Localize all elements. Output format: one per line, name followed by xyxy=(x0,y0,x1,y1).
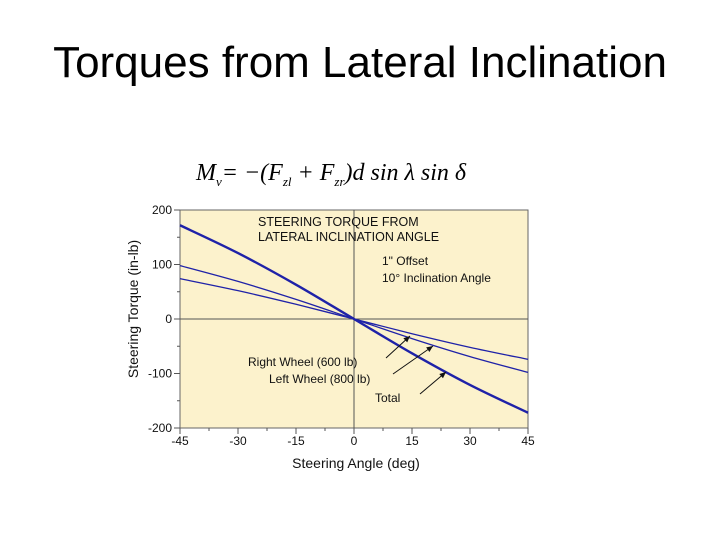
slide-title: Torques from Lateral Inclination xyxy=(53,38,667,87)
formula-lhs-sub: ν xyxy=(216,173,222,189)
x-tick-label: 15 xyxy=(405,434,419,448)
formula-f2-sub: zr xyxy=(334,173,345,189)
label-arrows xyxy=(385,335,447,395)
arrow-left-wheel-head xyxy=(426,346,433,353)
x-tick-label: -45 xyxy=(171,434,189,448)
y-tick-label: -200 xyxy=(148,421,172,435)
formula-lhs: M xyxy=(196,160,216,186)
annotation-inclination: 10° Inclination Angle xyxy=(382,271,491,285)
chart-title-line-2: LATERAL INCLINATION ANGLE xyxy=(258,230,439,244)
series-line-total xyxy=(179,224,529,414)
y-tick-label: 100 xyxy=(152,258,172,272)
x-tick-label: -30 xyxy=(229,434,247,448)
series-group xyxy=(179,224,529,414)
y-tick-label: 200 xyxy=(152,203,172,217)
series-label-total: Total xyxy=(375,391,400,405)
series-label-right-wheel: Right Wheel (600 lb) xyxy=(248,355,357,369)
x-tick-label: 0 xyxy=(351,434,358,448)
formula-f2: F xyxy=(319,160,335,186)
formula-f1-sub: zl xyxy=(282,173,292,189)
series-label-left-wheel: Left Wheel (800 lb) xyxy=(269,372,370,386)
annotation-offset: 1" Offset xyxy=(382,254,429,268)
x-tick-label: 45 xyxy=(521,434,535,448)
formula-rest: )d sin λ sin δ xyxy=(344,160,467,186)
chart-title-line-1: STEERING TORQUE FROM xyxy=(258,215,419,229)
torque-formula: Mν= −(Fzl + Fzr)d sin λ sin δ xyxy=(196,160,466,190)
x-tick-label: -15 xyxy=(287,434,305,448)
arrow-left-wheel xyxy=(392,345,434,375)
y-tick-label: -100 xyxy=(148,367,172,381)
formula-eq: = −( xyxy=(221,160,269,186)
formula-plus: + xyxy=(291,160,320,186)
formula-f1: F xyxy=(268,160,283,186)
arrow-total-head xyxy=(439,372,446,379)
arrow-right-wheel-head xyxy=(403,336,410,343)
x-tick-label: 30 xyxy=(463,434,477,448)
y-tick-label: 0 xyxy=(165,312,172,326)
y-axis-label: Steering Torque (in-lb) xyxy=(125,240,141,378)
x-axis-label: Steering Angle (deg) xyxy=(292,455,420,471)
